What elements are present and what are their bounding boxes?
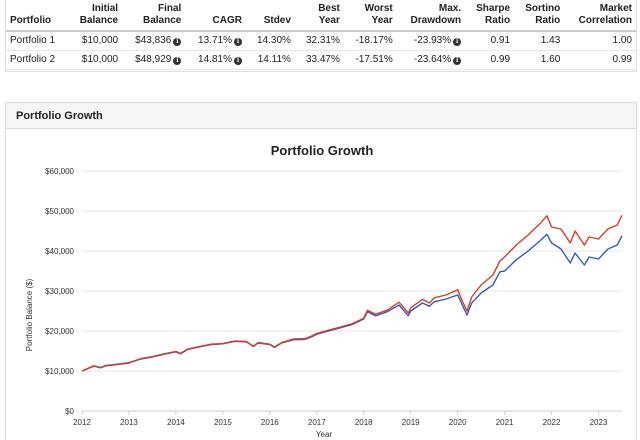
- best-year: 32.31%: [294, 31, 344, 51]
- final-balance-cell: $48,929 i: [122, 50, 186, 70]
- x-tick-label: 2020: [449, 418, 467, 427]
- sharpe-ratio: 0.99: [465, 50, 515, 70]
- summary-header-row: Portfolio Initial Balance Final Balance CA…: [6, 0, 636, 32]
- y-axis-ticks: $0 $10,000 $20,000 $30,000 $40,000 $50,000 $60…: [45, 167, 74, 416]
- portfolio-growth-panel: Portfolio Growth Portfolio Growth $0 $10,…: [5, 102, 637, 440]
- panel-title: Portfolio Growth: [6, 103, 636, 129]
- x-tick-label: 2014: [167, 418, 185, 427]
- x-tick-label: 2023: [590, 418, 608, 427]
- col-final-balance: Final Balance: [122, 0, 186, 32]
- table-row: Portfolio 2 $10,000 $48,929 i 14.81% i 14.…: [6, 50, 636, 70]
- x-axis-ticks: 2012 2013 2014 2015 2016 2017 2018 2019 2020 2021…: [73, 411, 608, 427]
- chart-gridlines: [82, 170, 622, 412]
- y-tick-label: $60,000: [45, 167, 74, 176]
- x-tick-label: 2015: [214, 418, 232, 427]
- col-max-drawdown: Max. Drawdown: [396, 0, 466, 32]
- col-cagr: CAGR: [185, 0, 246, 32]
- sharpe-ratio: 0.91: [465, 31, 515, 51]
- y-tick-label: $10,000: [45, 367, 74, 376]
- series-line-portfolio-1[interactable]: [81, 233, 623, 372]
- initial-balance: $10,000: [67, 31, 123, 51]
- col-sharpe: Sharpe Ratio: [465, 0, 515, 32]
- chart-series: [81, 214, 623, 372]
- col-stdev: Stdev: [245, 0, 295, 32]
- stdev: 14.11%: [245, 50, 295, 70]
- portfolio-name: Portfolio 1: [6, 31, 68, 51]
- best-year: 33.47%: [294, 50, 344, 70]
- final-balance-cell: $43,836 i: [122, 31, 186, 51]
- info-icon[interactable]: i: [173, 38, 182, 47]
- y-tick-label: $20,000: [45, 327, 74, 336]
- col-correlation: Market Correlation: [564, 0, 636, 32]
- info-icon[interactable]: i: [453, 38, 462, 47]
- info-icon[interactable]: i: [233, 38, 242, 47]
- y-tick-label: $40,000: [45, 247, 74, 256]
- col-portfolio: Portfolio: [6, 0, 68, 32]
- max-drawdown-cell: -23.93% i: [396, 31, 466, 51]
- market-correlation: 1.00: [564, 31, 636, 51]
- x-tick-label: 2017: [308, 418, 326, 427]
- x-tick-label: 2018: [355, 418, 373, 427]
- info-icon[interactable]: i: [453, 57, 462, 65]
- col-sortino: Sortino Ratio: [514, 0, 565, 32]
- summary-card: Portfolio Initial Balance Final Balance CA…: [5, 0, 637, 72]
- x-tick-label: 2021: [496, 418, 514, 427]
- x-tick-label: 2019: [402, 418, 420, 427]
- x-tick-label: 2012: [73, 418, 91, 427]
- initial-balance: $10,000: [67, 50, 123, 70]
- worst-year: -17.51%: [343, 50, 397, 70]
- col-initial-balance: Initial Balance: [67, 0, 123, 32]
- series-line-portfolio-2[interactable]: [81, 214, 623, 372]
- col-worst-year: Worst Year: [343, 0, 397, 32]
- max-drawdown-cell: -23.64% i: [396, 50, 466, 70]
- cagr-cell: 14.81% i: [185, 50, 246, 70]
- y-tick-label: $0: [65, 407, 74, 416]
- x-tick-label: 2013: [120, 418, 138, 427]
- summary-table: Portfolio Initial Balance Final Balance CA…: [6, 0, 636, 70]
- x-tick-label: 2016: [261, 418, 279, 427]
- portfolio-growth-chart: Portfolio Growth $0 $10,000 $20,000 $30,000…: [25, 143, 623, 439]
- info-icon[interactable]: i: [233, 57, 242, 65]
- col-best-year: Best Year: [294, 0, 344, 32]
- sortino-ratio: 1.60: [514, 50, 565, 70]
- y-tick-label: $50,000: [45, 207, 74, 216]
- market-correlation: 0.99: [564, 50, 636, 70]
- sortino-ratio: 1.43: [514, 31, 565, 51]
- portfolio-name: Portfolio 2: [6, 50, 68, 70]
- y-axis-label: Portfolio Balance ($): [25, 278, 34, 351]
- cagr-cell: 13.71% i: [185, 31, 246, 51]
- table-row: Portfolio 1 $10,000 $43,836 i 13.71% i 14.…: [6, 31, 636, 51]
- worst-year: -18.17%: [343, 31, 397, 51]
- chart-title: Portfolio Growth: [271, 143, 374, 158]
- info-icon[interactable]: i: [173, 57, 182, 65]
- x-axis-label: Year: [316, 430, 333, 439]
- x-tick-label: 2022: [543, 418, 561, 427]
- stdev: 14.30%: [245, 31, 295, 51]
- y-tick-label: $30,000: [45, 287, 74, 296]
